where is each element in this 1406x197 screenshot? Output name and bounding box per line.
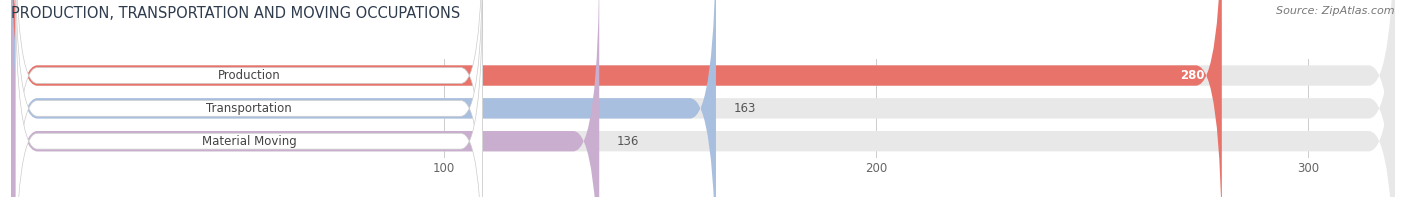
Text: Material Moving: Material Moving: [201, 135, 297, 148]
FancyBboxPatch shape: [11, 0, 716, 197]
FancyBboxPatch shape: [11, 0, 1395, 197]
FancyBboxPatch shape: [15, 0, 482, 197]
Text: 280: 280: [1180, 69, 1205, 82]
FancyBboxPatch shape: [11, 0, 1395, 197]
Text: Transportation: Transportation: [207, 102, 292, 115]
FancyBboxPatch shape: [11, 0, 1222, 197]
Text: Source: ZipAtlas.com: Source: ZipAtlas.com: [1277, 6, 1395, 16]
FancyBboxPatch shape: [11, 0, 599, 197]
FancyBboxPatch shape: [11, 0, 1395, 197]
FancyBboxPatch shape: [15, 0, 482, 197]
Text: Production: Production: [218, 69, 280, 82]
FancyBboxPatch shape: [15, 0, 482, 197]
Text: 136: 136: [617, 135, 638, 148]
Text: PRODUCTION, TRANSPORTATION AND MOVING OCCUPATIONS: PRODUCTION, TRANSPORTATION AND MOVING OC…: [11, 6, 461, 21]
Text: 163: 163: [734, 102, 755, 115]
